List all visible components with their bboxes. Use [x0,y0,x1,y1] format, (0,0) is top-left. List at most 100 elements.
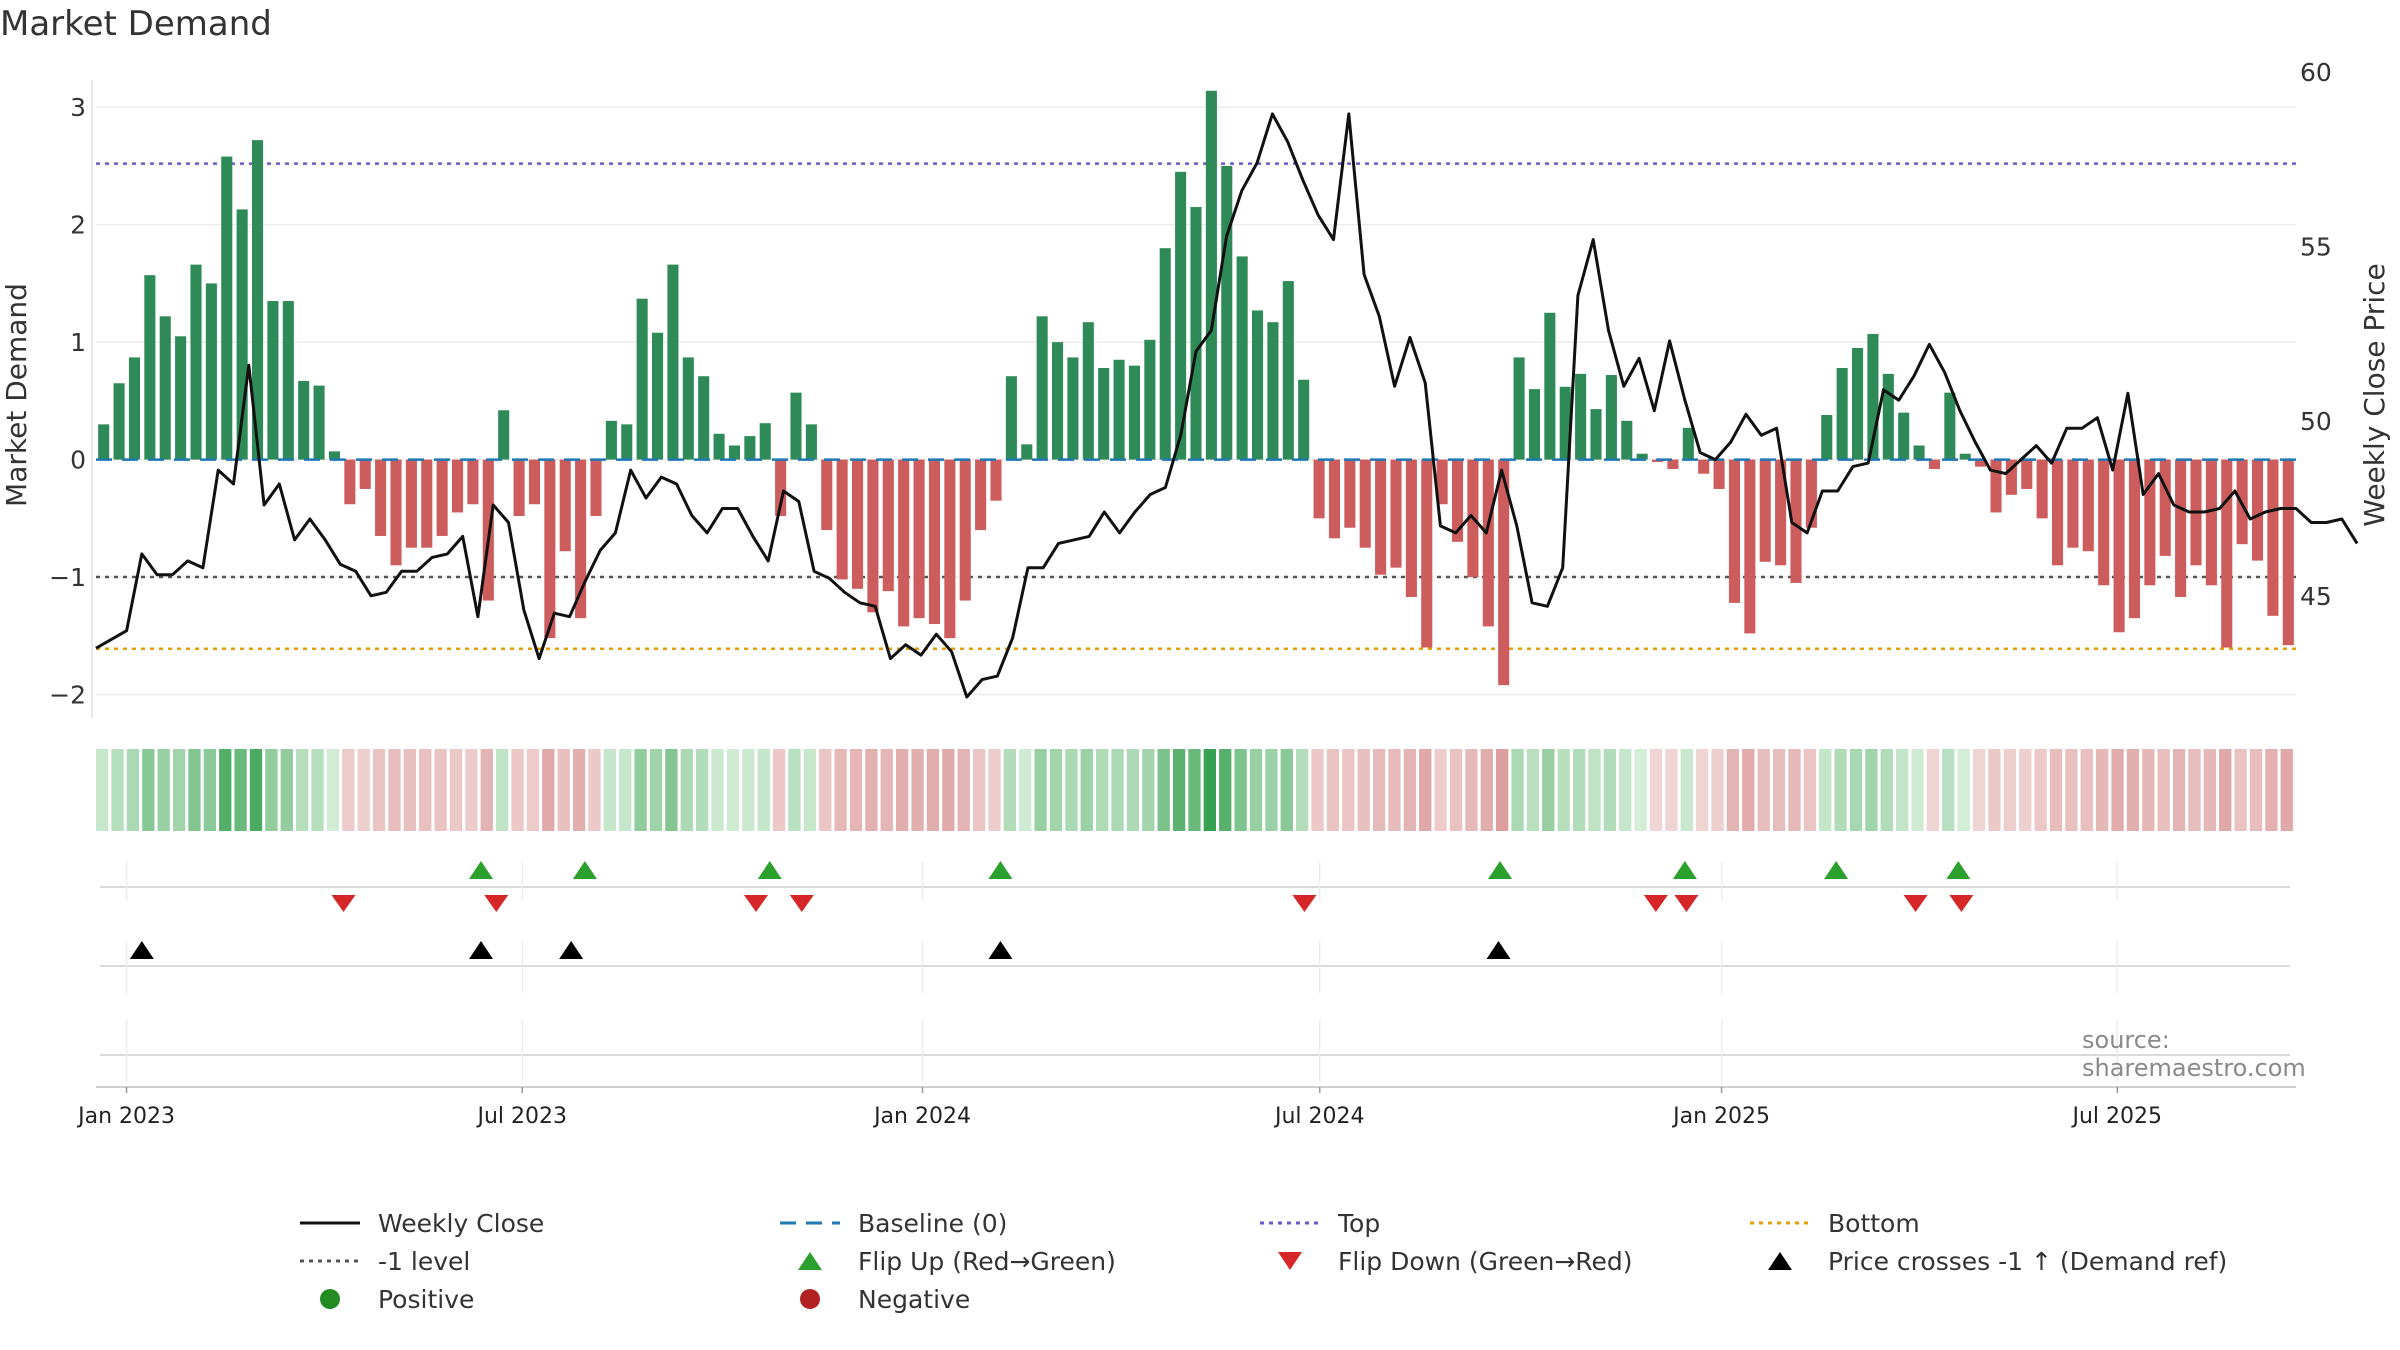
heat-cell [1188,749,1201,831]
demand-bar [975,459,987,531]
heat-cell [896,749,909,831]
demand-bar [1082,322,1094,460]
heat-cell [665,749,678,831]
demand-bar [1390,459,1402,568]
demand-bar [1328,459,1340,539]
heat-cell [819,749,832,831]
flip-up-marker [757,861,782,879]
y-tick-label: 3 [70,93,86,122]
heat-cell [111,749,124,831]
price-cross-marker [988,941,1013,959]
heat-cell [1265,749,1278,831]
heat-cell [326,749,340,831]
x-tick-label: Jan 2023 [76,1104,175,1129]
legend-item-weekly-close: Weekly Close [300,1206,544,1240]
heat-cell [188,749,201,831]
heat-cell [311,749,324,831]
heat-cell [572,749,586,831]
legend-label: Price crosses -1 ↑ (Demand ref) [1828,1246,2228,1276]
heat-cell [1449,749,1463,831]
demand-bar [1713,459,1725,489]
demand-bar [528,459,540,505]
demand-bar [728,445,740,460]
demand-bar [1221,165,1233,460]
flip-down-marker [1674,895,1699,912]
demand-bar [1728,459,1740,603]
y2-axis-title: Weekly Close Price [2358,263,2391,526]
dashed-line-swatch-icon [780,1221,840,1225]
demand-bar [2082,459,2094,552]
heat-cell [1034,749,1047,831]
demand-bar [390,459,402,566]
heat-cell [1003,749,1016,831]
demand-bar [1775,459,1787,566]
demand-bar [959,459,971,601]
demand-bar [359,459,371,489]
flip-down-marker [1949,895,1974,912]
demand-bar [652,332,664,460]
demand-bar [1128,365,1140,460]
demand-bar [1036,316,1048,460]
heat-cell [1111,749,1124,831]
heat-cell [2142,749,2155,831]
heat-cell [1434,749,1447,831]
demand-bar [405,459,417,548]
demand-bar [205,283,217,460]
demand-bar [1559,386,1571,460]
demand-bar [898,459,910,627]
x-tick-label: Jul 2024 [1273,1104,1365,1129]
flip-down-marker [789,895,814,912]
heat-cell [1219,749,1232,831]
y-axis-title: Market Demand [0,283,33,507]
heat-cell [1788,749,1801,831]
heat-cell [1972,749,1986,831]
heat-cell [1680,749,1693,831]
y-tick-label: 2 [70,211,86,240]
heat-cell [1711,749,1724,831]
demand-bar [2067,459,2079,548]
heat-cell [1911,749,1924,831]
price-cross-marker [1486,941,1511,959]
y-tick-label: 1 [70,328,86,357]
demand-bar [1928,459,1940,469]
heat-cell [2219,749,2232,831]
heat-cell [957,749,970,831]
heat-cell [1557,749,1570,831]
legend-label: Weekly Close [378,1208,545,1238]
demand-bar [990,459,1002,501]
heat-cell [1496,749,1509,831]
heat-cell [1526,749,1540,831]
heat-cell [772,749,786,831]
legend-label: Bottom [1828,1208,1920,1238]
demand-bar [836,459,848,580]
heat-cell [234,749,247,831]
marker-panels [100,861,2290,1082]
heat-cell [834,749,847,831]
demand-bar [1636,453,1648,460]
demand-bar [159,316,171,460]
heat-cell [942,749,955,831]
heat-cell [357,749,370,831]
heat-cell [96,749,109,831]
heat-cell [1988,749,2001,831]
y2-tick-label: 55 [2300,233,2332,262]
demand-bar [2036,459,2048,519]
x-tick-label: Jan 2024 [872,1104,971,1129]
flip-down-marker [1292,895,1317,912]
heat-cell [265,749,278,831]
flip-up-marker [1672,861,1697,879]
demand-bar [1236,256,1248,460]
heat-cell [1096,749,1109,831]
heat-cell [788,749,801,831]
demand-bar [1590,409,1602,460]
demand-bar [2144,459,2156,586]
heat-cell [1357,749,1370,831]
demand-bar [1744,459,1756,634]
demand-bar [1821,414,1833,460]
demand-bar [190,264,202,460]
demand-bar [1790,459,1802,583]
y-tick-label: −1 [49,563,86,592]
demand-bar [1067,357,1079,460]
dot-icon [800,1289,820,1309]
heat-cell [988,749,1001,831]
